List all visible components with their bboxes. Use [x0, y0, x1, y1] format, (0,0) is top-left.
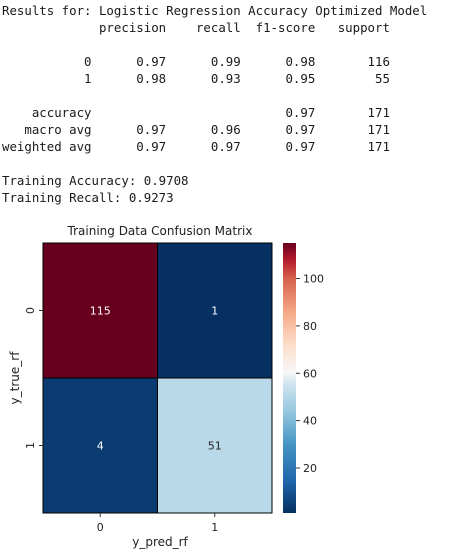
- colorbar-tick-label: 40: [303, 415, 317, 428]
- classification-report: Results for: Logistic Regression Accurac…: [2, 2, 427, 206]
- report-row-class-1: 1 0.98 0.93 0.95 55: [2, 71, 390, 86]
- report-header-row: precision recall f1-score support: [2, 20, 390, 35]
- heatmap-cell: [42, 377, 158, 514]
- cell-value-label: 115: [90, 305, 111, 318]
- colorbar-tick-label: 20: [303, 462, 317, 475]
- colorbar-tick-label: 80: [303, 320, 317, 333]
- cell-value-label: 51: [208, 440, 222, 453]
- colorbar: [283, 243, 296, 513]
- colorbar-tick-label: 100: [303, 273, 324, 286]
- x-axis-label: y_pred_rf: [132, 535, 188, 549]
- y-tick-label: 1: [24, 442, 37, 449]
- report-row-class-0: 0 0.97 0.99 0.98 116: [2, 54, 390, 69]
- cell-value-label: 1: [211, 305, 218, 318]
- cell-value-label: 4: [97, 440, 104, 453]
- training-recall: Training Recall: 0.9273: [2, 190, 174, 205]
- y-axis-label: y_true_rf: [8, 351, 22, 405]
- chart-title: Training Data Confusion Matrix: [67, 224, 253, 238]
- report-row-weighted-avg: weighted avg 0.97 0.97 0.97 171: [2, 139, 390, 154]
- colorbar-tick-label: 60: [303, 367, 317, 380]
- heatmap-cell: [42, 242, 158, 379]
- heatmap-cell: [157, 377, 273, 514]
- report-row-macro-avg: macro avg 0.97 0.96 0.97 171: [2, 122, 390, 137]
- heatmap-cell: [157, 242, 273, 379]
- x-tick-label: 1: [211, 521, 218, 534]
- y-tick-label: 0: [24, 307, 37, 314]
- training-accuracy: Training Accuracy: 0.9708: [2, 173, 189, 188]
- report-row-accuracy: accuracy 0.97 171: [2, 105, 390, 120]
- x-tick-label: 0: [97, 521, 104, 534]
- report-title: Results for: Logistic Regression Accurac…: [2, 3, 428, 18]
